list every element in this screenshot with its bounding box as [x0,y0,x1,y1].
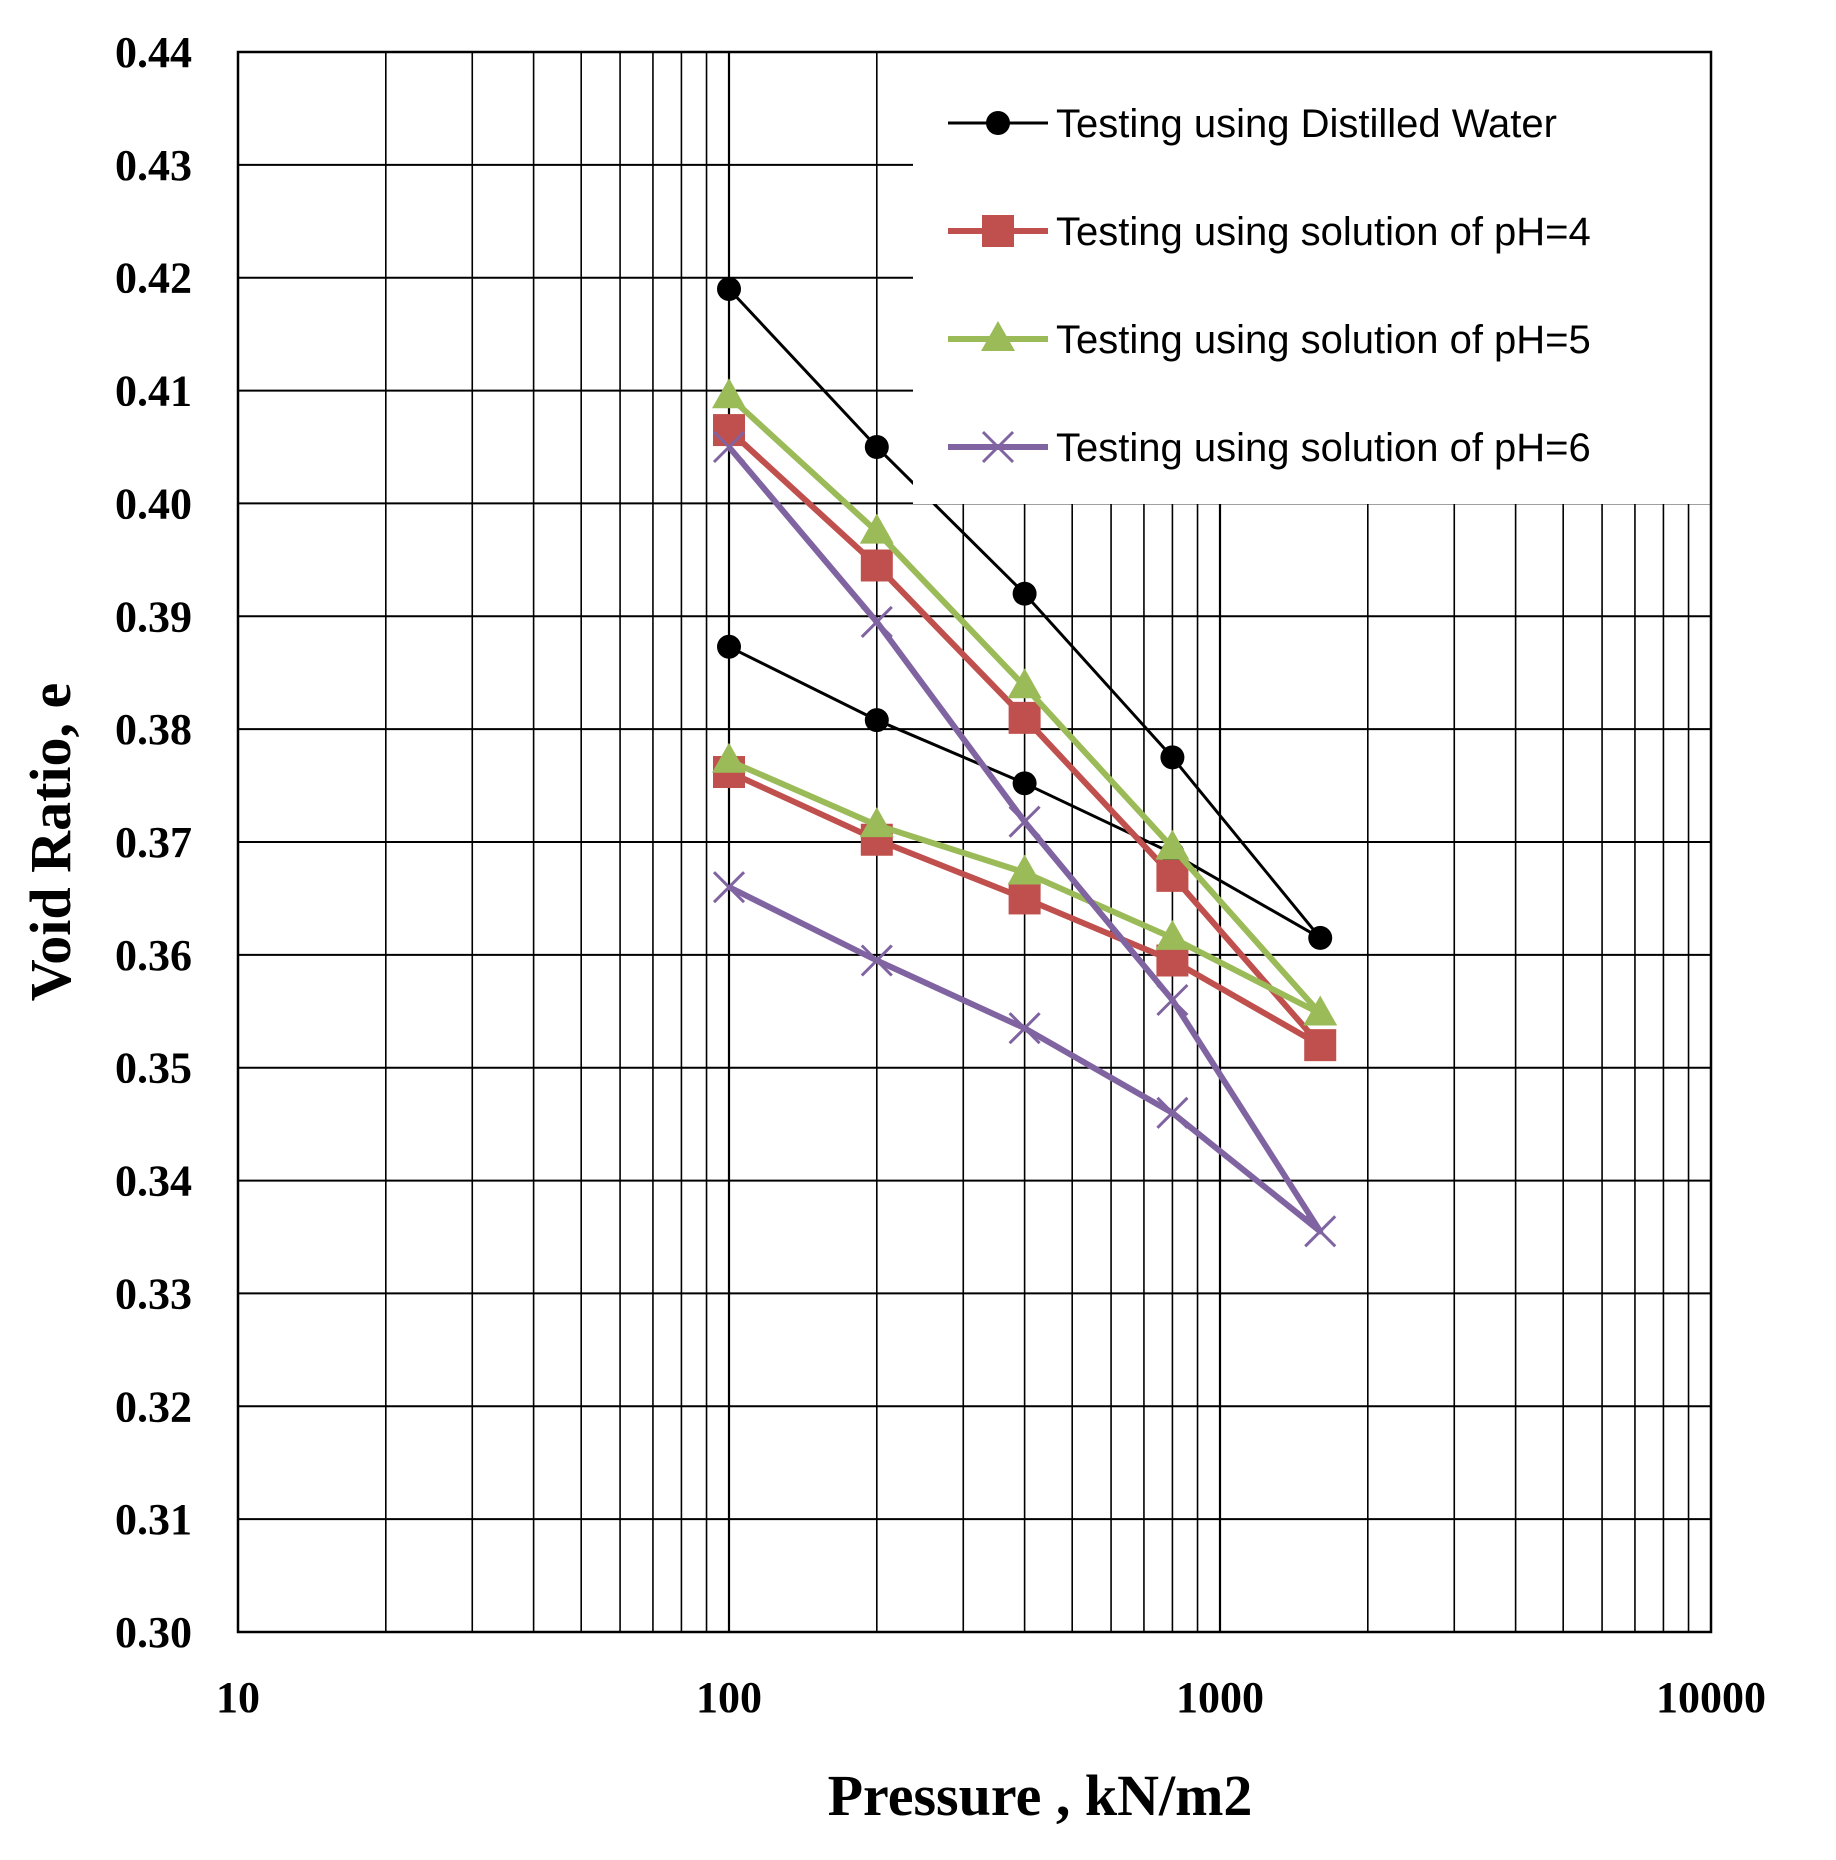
data-point [1308,925,1333,950]
y-tick-label: 0.37 [115,818,192,867]
legend-marker [981,321,1015,351]
data-point [712,871,746,904]
data-point [1012,771,1037,796]
legend-label: Testing using Distilled Water [1056,102,1557,146]
x-tick-label: 1000 [1176,1673,1264,1722]
data-point [860,549,893,582]
data-point [1012,581,1037,606]
y-tick-label: 0.33 [115,1269,192,1318]
data-point [1008,805,1041,838]
y-tick-label: 0.42 [115,254,192,303]
y-tick-label: 0.43 [115,141,192,190]
series-group [712,277,1338,1248]
data-point [1156,983,1189,1017]
data-point [860,944,893,977]
data-point [860,605,893,638]
y-tick-label: 0.39 [115,592,192,641]
data-point [1007,668,1042,699]
data-point [712,430,746,464]
data-point [859,513,894,544]
y-axis-title: Void Ratio, e [18,683,83,1002]
legend-marker [986,111,1010,135]
legend-box [913,52,1711,504]
y-tick-label: 0.30 [115,1608,192,1657]
data-point [864,435,889,459]
legend-marker [982,215,1014,247]
x-axis-title: Pressure , kN/m2 [828,1763,1253,1828]
y-tick-label: 0.31 [115,1495,192,1544]
data-point [717,634,741,659]
legend-label: Testing using solution of pH=4 [1056,210,1591,254]
data-point [717,277,741,301]
data-point [1156,859,1189,892]
y-tick-label: 0.34 [115,1157,192,1206]
legend-marker [981,430,1015,464]
data-point [713,414,745,447]
data-point [1155,829,1190,860]
data-point [1008,1012,1041,1045]
data-point [1007,854,1042,885]
y-tick-label: 0.32 [115,1382,192,1431]
data-point [859,807,894,838]
data-point [712,742,746,773]
data-point [1155,919,1190,950]
y-tick-label: 0.44 [115,28,192,77]
y-tick-label: 0.41 [115,367,192,416]
legend-label: Testing using solution of pH=6 [1056,426,1591,470]
x-tick-label: 10 [216,1673,260,1722]
legend: Testing using Distilled Water Testing usi… [948,102,1591,470]
x-tick-label: 100 [696,1673,762,1722]
data-point [1304,1215,1337,1248]
y-tick-label: 0.36 [115,931,192,980]
data-point [1008,701,1041,734]
series-3 [712,378,1338,1026]
data-point [1304,1029,1337,1062]
y-tick-label: 0.35 [115,1044,192,1093]
legend-label: Testing using solution of pH=5 [1056,318,1591,362]
data-point [1303,995,1338,1026]
y-tick-label: 0.38 [115,705,192,754]
x-tick-label: 10000 [1656,1673,1766,1722]
data-point [712,378,746,409]
data-point [1160,745,1185,770]
data-point [1008,882,1041,915]
tick-labels: 0.30 0.31 0.32 0.33 0.34 0.35 0.36 0.37 0.38 0.39… [115,28,1766,1722]
series-4 [712,430,1337,1248]
y-tick-label: 0.40 [115,479,192,528]
data-point [864,708,889,733]
plot-frame [236,50,1713,1634]
data-point [1156,1096,1189,1129]
